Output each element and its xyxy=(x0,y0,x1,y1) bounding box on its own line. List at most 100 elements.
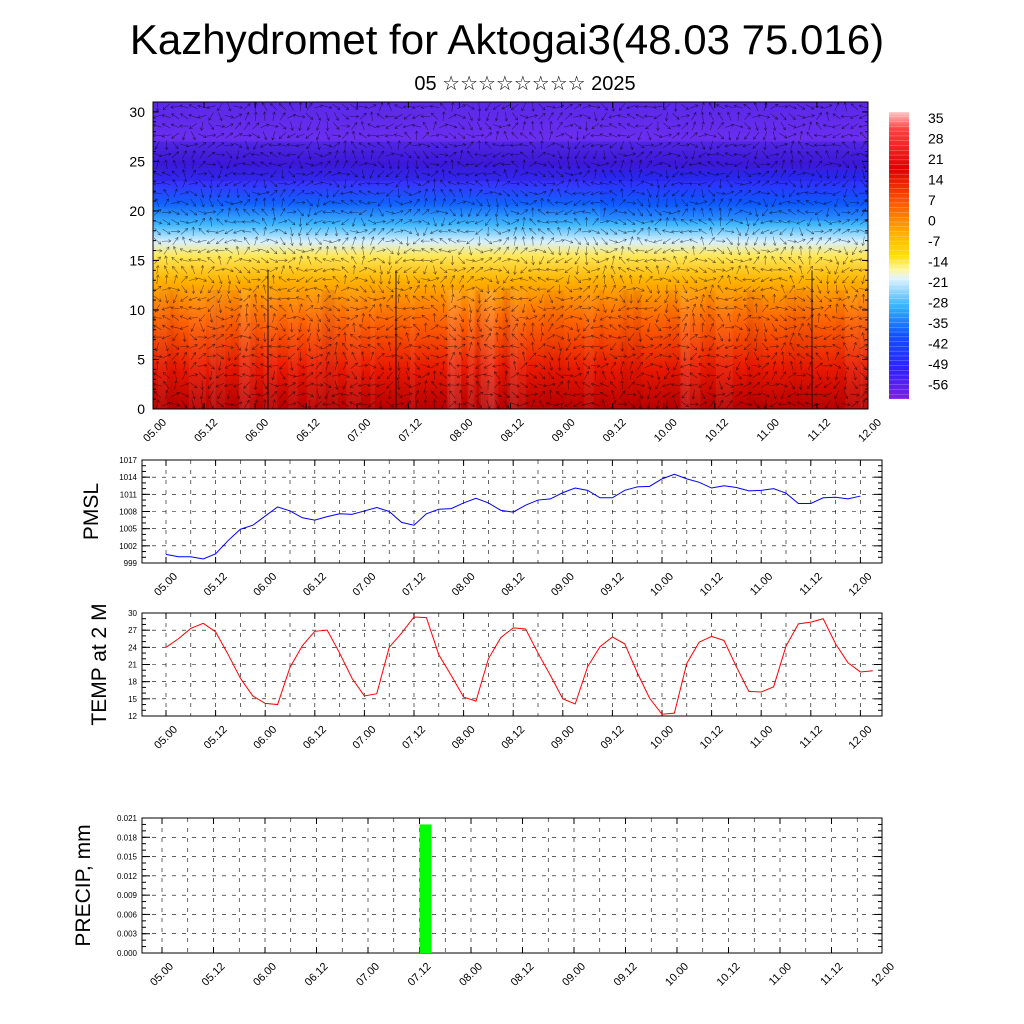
wind-vector-head xyxy=(418,143,422,147)
wind-vector-head xyxy=(290,242,294,247)
wind-vector xyxy=(708,189,716,197)
wind-vector xyxy=(512,323,518,332)
wind-vector-head xyxy=(850,305,854,309)
wind-vector xyxy=(197,365,207,367)
wind-vector xyxy=(208,285,214,294)
wind-vector xyxy=(546,142,555,148)
wind-vector-head xyxy=(262,102,266,106)
wind-vector-head xyxy=(753,242,758,246)
wind-vector xyxy=(494,371,500,380)
wind-vector-head xyxy=(390,228,394,232)
wind-vector xyxy=(287,316,297,319)
wind-vector xyxy=(681,390,688,399)
wind-vector xyxy=(511,391,519,398)
wind-vector-head xyxy=(373,257,377,262)
wind-vector xyxy=(208,112,214,121)
wind-vector-head xyxy=(566,252,570,256)
wind-vector xyxy=(171,170,179,178)
wind-vector xyxy=(296,382,305,388)
wind-vector xyxy=(583,323,590,332)
wind-vector-head xyxy=(425,356,430,360)
wind-vector xyxy=(155,198,160,208)
wind-vector-head xyxy=(447,229,452,233)
field-streak xyxy=(835,290,845,409)
wind-vector xyxy=(207,142,215,149)
wind-vector-head xyxy=(733,305,738,310)
wind-vector-head xyxy=(215,375,220,379)
wind-vector-head xyxy=(838,219,842,224)
wind-vector xyxy=(269,383,278,387)
wind-vector-head xyxy=(274,259,279,263)
wind-vector-head xyxy=(377,343,381,347)
wind-vector xyxy=(778,306,788,310)
wind-vector-head xyxy=(176,392,180,396)
wind-vector xyxy=(690,352,698,360)
wind-vector xyxy=(519,181,529,186)
wind-vector xyxy=(323,344,332,350)
wind-vector xyxy=(315,246,322,255)
wind-vector-head xyxy=(416,356,420,361)
wind-vector xyxy=(853,370,856,380)
wind-vector xyxy=(609,142,618,149)
wind-vector xyxy=(725,345,734,349)
wind-vector xyxy=(789,275,795,284)
wind-vector xyxy=(745,236,750,246)
wind-vector-head xyxy=(331,258,335,262)
wind-vector xyxy=(484,122,492,130)
wind-vector-head xyxy=(748,211,753,215)
wind-vector-head xyxy=(435,144,439,149)
wind-vector-head xyxy=(804,344,809,349)
wind-vector-head xyxy=(185,190,190,195)
wind-vector xyxy=(386,285,394,293)
wind-vector xyxy=(617,134,627,137)
wind-vector-head xyxy=(194,219,199,224)
wind-vector xyxy=(555,334,564,340)
wind-vector-head xyxy=(497,257,502,261)
wind-vector xyxy=(654,227,662,236)
wind-vector xyxy=(753,218,760,226)
wind-vector xyxy=(367,162,377,166)
wind-vector xyxy=(737,169,740,179)
wind-vector xyxy=(260,257,269,264)
wind-vector-head xyxy=(782,126,786,131)
wind-vector xyxy=(743,382,752,388)
wind-vector-head xyxy=(180,298,184,302)
wind-vector xyxy=(370,236,374,246)
wind-vector-head xyxy=(543,190,547,195)
wind-vector-head xyxy=(167,152,172,157)
wind-vector-head xyxy=(326,361,330,365)
wind-vector xyxy=(654,218,662,226)
wind-vector-head xyxy=(176,211,180,215)
wind-vector-head xyxy=(727,376,731,381)
wind-vector xyxy=(626,288,636,291)
wind-vector-head xyxy=(754,156,758,160)
wind-vector xyxy=(439,161,447,168)
wind-vector xyxy=(430,151,439,158)
wind-vector xyxy=(448,181,457,186)
wind-vector-head xyxy=(563,219,568,224)
wind-vector xyxy=(805,115,815,118)
wind-vector-head xyxy=(272,217,276,221)
wind-vector xyxy=(395,179,402,188)
wind-vector xyxy=(332,103,341,110)
wind-vector-head xyxy=(823,336,827,340)
wind-vector xyxy=(591,181,600,186)
wind-vector xyxy=(550,390,552,400)
wind-vector-head xyxy=(154,146,159,150)
wind-vector xyxy=(242,172,252,176)
wind-vector xyxy=(653,142,663,148)
wind-vector xyxy=(547,112,554,121)
wind-vector-head xyxy=(648,289,652,294)
wind-vector xyxy=(433,284,436,294)
wind-vector-head xyxy=(703,133,708,137)
wind-vector-head xyxy=(533,375,537,379)
wind-vector-head xyxy=(800,232,804,237)
wind-vector xyxy=(799,179,803,189)
wind-vector xyxy=(448,143,457,147)
wind-vector-head xyxy=(379,102,384,106)
wind-vector xyxy=(862,332,865,342)
wind-vector xyxy=(609,209,618,216)
wind-vector-head xyxy=(667,125,671,130)
wind-vector-head xyxy=(832,135,836,139)
wind-vector-head xyxy=(675,308,680,312)
